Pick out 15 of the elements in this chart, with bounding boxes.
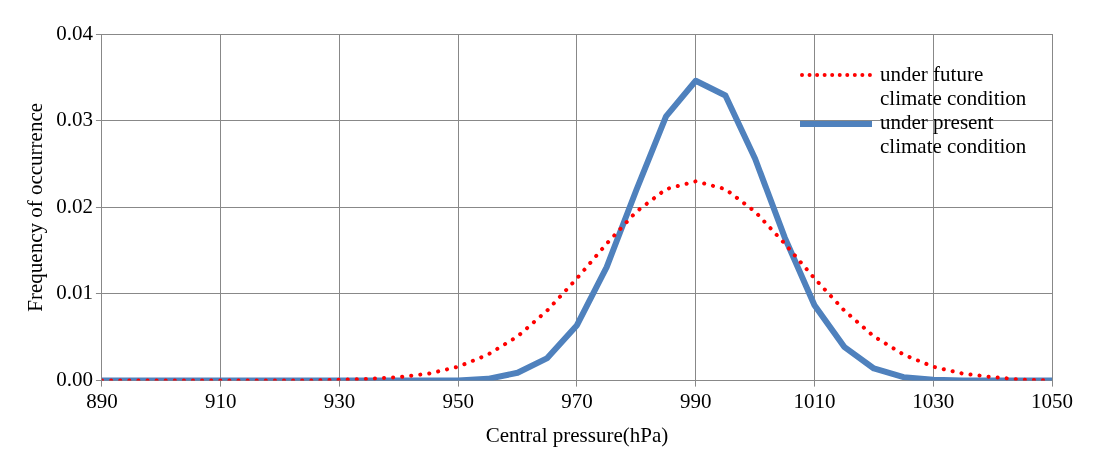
y-tick-label: 0.02 [56, 193, 93, 218]
x-tick-label: 950 [442, 388, 474, 413]
x-tick-label: 1050 [1031, 388, 1073, 413]
x-tick-label: 1030 [912, 388, 955, 413]
legend-label: under present climate condition [880, 110, 1028, 158]
x-tick-label: 930 [323, 388, 356, 413]
x-tick-label: 1010 [793, 388, 836, 413]
y-tick-label: 0.04 [56, 20, 94, 45]
x-tick-label: 990 [679, 388, 712, 413]
y-tick-label: 0.03 [56, 107, 93, 132]
x-tick-label: 910 [204, 388, 237, 413]
y-tick-label: 0.01 [56, 280, 93, 305]
x-tick-label: 970 [561, 388, 593, 413]
x-axis-title: Central pressure(hPa) [485, 422, 669, 447]
y-axis-title: Frequency of occurrence [23, 102, 48, 312]
